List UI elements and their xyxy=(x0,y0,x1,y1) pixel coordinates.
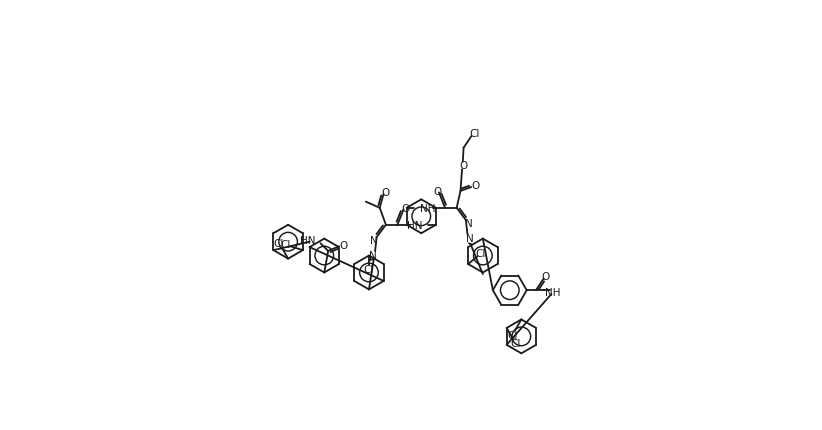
Text: Cl: Cl xyxy=(274,239,284,249)
Text: O: O xyxy=(381,188,390,198)
Text: O: O xyxy=(339,240,348,250)
Text: Cl: Cl xyxy=(510,338,521,348)
Text: Cl: Cl xyxy=(475,249,486,258)
Text: N: N xyxy=(369,250,376,260)
Text: NH: NH xyxy=(545,287,561,297)
Text: O: O xyxy=(433,187,441,197)
Text: N: N xyxy=(466,233,473,243)
Text: NH: NH xyxy=(421,203,436,213)
Text: O: O xyxy=(541,272,549,282)
Text: HN: HN xyxy=(407,220,422,230)
Text: O: O xyxy=(472,181,480,191)
Text: Cl: Cl xyxy=(469,129,479,139)
Text: Cl: Cl xyxy=(280,240,291,249)
Text: HN: HN xyxy=(300,236,316,246)
Text: N: N xyxy=(465,219,473,229)
Text: O: O xyxy=(459,161,468,171)
Text: O: O xyxy=(401,203,409,213)
Text: Cl: Cl xyxy=(364,265,374,275)
Text: N: N xyxy=(370,236,377,246)
Text: Cl: Cl xyxy=(507,330,517,340)
